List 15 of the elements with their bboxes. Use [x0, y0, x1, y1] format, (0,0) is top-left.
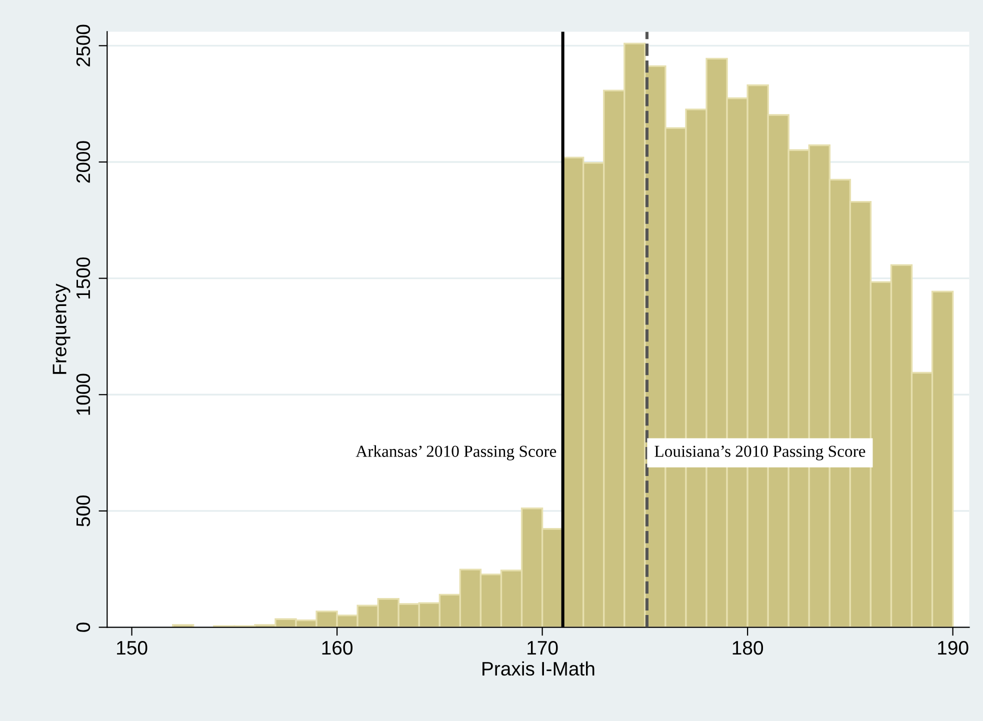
x-tick-label: 160	[322, 640, 352, 655]
y-axis-title: Frequency	[52, 284, 70, 374]
x-axis-title: Praxis I-Math	[482, 661, 594, 676]
ref-line-label: Louisiana’s 2010 Passing Score	[654, 446, 866, 460]
x-tick-label: 180	[732, 640, 764, 655]
y-tick-label: 2500	[76, 24, 90, 66]
y-tick-label: 0	[76, 622, 90, 632]
y-tick-label: 1500	[76, 257, 90, 298]
y-tick-label: 500	[76, 495, 90, 526]
y-tick-label: 1000	[76, 374, 90, 415]
x-tick-label: 170	[528, 640, 558, 655]
x-tick-label: 190	[938, 640, 968, 655]
y-tick-label: 2000	[76, 141, 90, 183]
x-tick-label: 150	[117, 640, 148, 655]
ref-line-label: Arkansas’ 2010 Passing Score	[356, 445, 556, 460]
